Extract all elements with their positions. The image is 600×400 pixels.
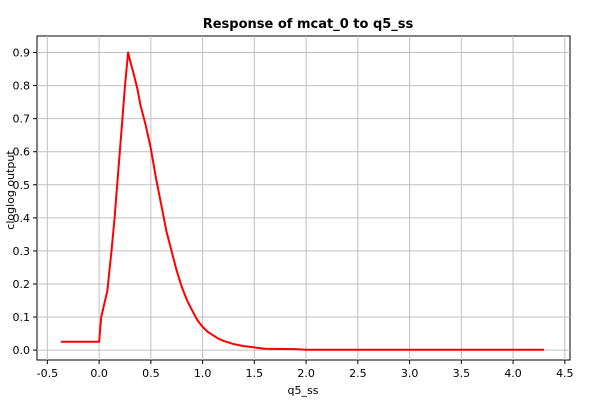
chart-title: Response of mcat_0 to q5_ss [203, 17, 414, 32]
x-tick-label: 4.0 [504, 367, 522, 380]
plot-area [36, 35, 571, 361]
x-tick-label: -0.5 [37, 367, 58, 380]
x-tick-label: 1.5 [246, 367, 264, 380]
x-tick-label: 3.0 [401, 367, 419, 380]
x-tick-label: 2.5 [349, 367, 367, 380]
y-tick-label: 0.5 [13, 179, 31, 192]
y-tick-label: 0.3 [13, 245, 31, 258]
x-tick-label: 1.0 [194, 367, 212, 380]
y-tick-label: 0.0 [13, 344, 31, 357]
y-tick-label: 0.2 [13, 278, 31, 291]
y-tick-label: 0.8 [13, 80, 31, 93]
y-tick-label: 0.7 [13, 113, 31, 126]
y-tick-label: 0.6 [13, 146, 31, 159]
x-axis-tick-labels: -0.5 0.0 0.5 1.0 1.5 2.0 2.5 3.0 3.5 4.0 4.5 [37, 367, 574, 380]
x-tick-label: 3.5 [453, 367, 471, 380]
x-tick-label: 4.5 [556, 367, 574, 380]
y-axis-tick-labels: 0.0 0.1 0.2 0.3 0.4 0.5 0.6 0.7 0.8 0.9 [13, 47, 31, 358]
x-axis-label: q5_ss [288, 384, 319, 397]
y-axis-label: cloglog output [4, 150, 17, 230]
y-tick-label: 0.4 [13, 212, 31, 225]
x-tick-label: 2.0 [297, 367, 315, 380]
x-tick-label: 0.5 [142, 367, 160, 380]
axis-ticks [33, 52, 566, 364]
grid [37, 36, 570, 360]
series-line [60, 51, 545, 351]
x-tick-label: 0.0 [90, 367, 108, 380]
y-tick-label: 0.1 [13, 311, 31, 324]
series [60, 51, 545, 351]
y-tick-label: 0.9 [13, 47, 31, 60]
